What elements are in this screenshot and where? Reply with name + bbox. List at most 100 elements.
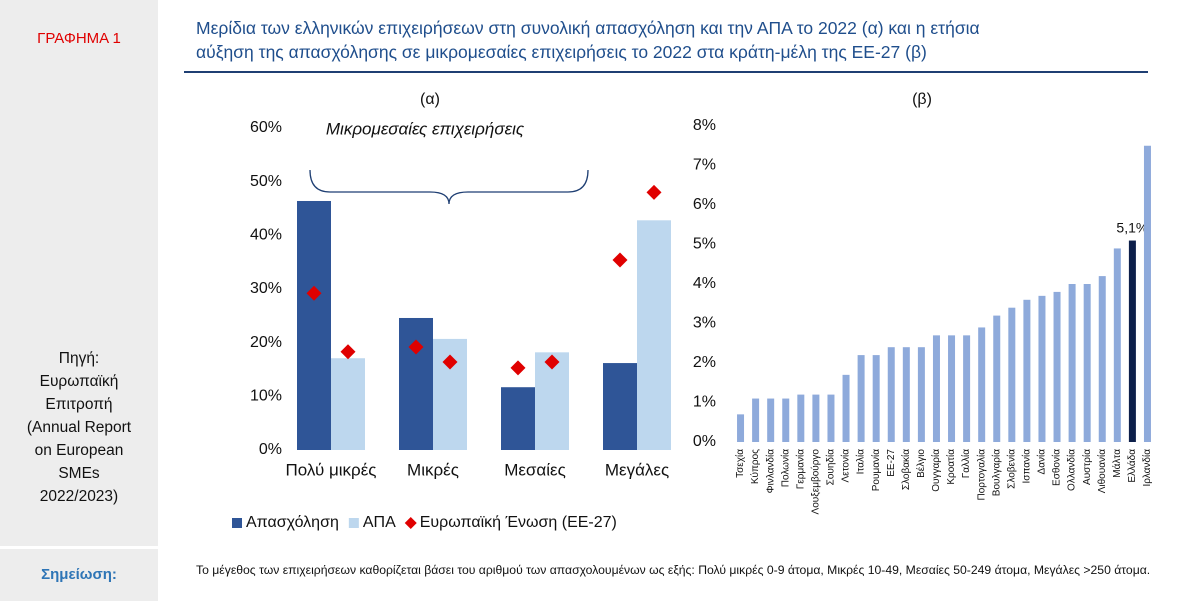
bar	[782, 398, 790, 442]
y-tick-label: 30%	[250, 280, 282, 297]
annotation: Μικρομεσαίες επιχειρήσεις	[326, 119, 525, 138]
bar	[603, 363, 637, 450]
y-tick-label: 2%	[693, 354, 716, 371]
x-tick-label: Ισπανία	[1021, 449, 1033, 484]
x-tick-label: Πορτογαλία	[975, 449, 987, 501]
title: Μερίδια των ελληνικών επιχειρήσεων στη σ…	[196, 16, 980, 64]
bar	[1038, 295, 1046, 442]
y-tick-label: 5%	[693, 236, 716, 253]
y-tick-label: 0%	[259, 441, 282, 458]
bar	[827, 394, 835, 442]
x-tick-label: Μάλτα	[1111, 449, 1123, 478]
x-tick-label: Λιθουανία	[1096, 449, 1108, 493]
marker	[408, 339, 424, 355]
chart-title: (α)	[420, 91, 440, 108]
bar	[948, 335, 956, 442]
bar	[737, 414, 745, 442]
x-tick-label: Βέλγιο	[915, 449, 927, 478]
x-tick-label: ΕΕ-27	[886, 449, 897, 477]
x-tick-label: Μικρές	[407, 460, 459, 479]
figure-label: ΓΡΑΦΗΜΑ 1	[37, 30, 121, 47]
bar	[917, 347, 925, 442]
bar	[842, 374, 850, 442]
value-label: 5,1%	[1116, 219, 1148, 235]
title-line: Μερίδια των ελληνικών επιχειρήσεων στη σ…	[196, 18, 980, 38]
bar	[1143, 145, 1151, 442]
bar	[993, 315, 1001, 442]
bar	[1053, 291, 1061, 442]
bar	[1098, 276, 1106, 442]
x-tick-label: Ιταλία	[855, 449, 867, 475]
y-tick-label: 7%	[693, 157, 716, 174]
x-tick-label: Φινλανδία	[764, 449, 776, 494]
x-tick-label: Εσθονία	[1051, 449, 1063, 486]
title-rule	[184, 71, 1148, 73]
bar	[331, 358, 365, 450]
x-tick-label: Τσεχία	[734, 449, 746, 478]
chart-title: (β)	[912, 91, 932, 108]
legend-marker	[404, 517, 417, 529]
marker	[340, 344, 356, 360]
y-tick-label: 3%	[693, 315, 716, 332]
x-tick-label: Λετονία	[840, 449, 852, 483]
x-tick-label: Ελλάδα	[1126, 449, 1138, 483]
y-tick-label: 40%	[250, 227, 282, 244]
legend-label: Απασχόληση	[246, 514, 339, 531]
bar	[1068, 284, 1076, 442]
x-tick-label: Σλοβενία	[1005, 449, 1017, 489]
x-tick-label: Βουλγαρία	[990, 449, 1002, 496]
bar	[767, 398, 775, 442]
bar	[399, 317, 433, 450]
bar	[1113, 248, 1121, 442]
x-tick-label: Μεγάλες	[605, 460, 669, 479]
bar	[902, 347, 910, 442]
bar	[857, 355, 865, 442]
marker	[442, 354, 458, 370]
bar	[297, 200, 331, 450]
x-tick-label: Δανία	[1036, 449, 1048, 475]
marker	[544, 354, 560, 370]
legend-label: ΑΠΑ	[363, 514, 396, 531]
bar	[501, 387, 535, 450]
legend-swatch	[232, 518, 242, 528]
x-tick-label: Πολωνία	[779, 449, 791, 487]
bar	[797, 394, 805, 442]
legend-swatch	[348, 518, 359, 528]
marker	[510, 360, 526, 376]
y-tick-label: 4%	[693, 275, 716, 292]
x-tick-label: Ουγγαρία	[930, 449, 942, 492]
brace	[309, 169, 589, 205]
marker	[306, 285, 322, 301]
note: Το μέγεθος των επιχειρήσεων καθορίζεται …	[196, 563, 1151, 577]
x-tick-label: Αυστρία	[1081, 449, 1093, 485]
bar	[1023, 299, 1031, 442]
note-label: Σημείωση:	[41, 566, 117, 583]
y-tick-label: 60%	[250, 119, 282, 136]
x-tick-label: Λουξεμβούργο	[810, 449, 822, 515]
legend-label: Ευρωπαϊκή Ένωση (ΕΕ-27)	[420, 514, 617, 531]
bar	[978, 327, 986, 442]
bar	[812, 394, 820, 442]
note-bar	[0, 549, 158, 601]
x-tick-label: Μεσαίες	[504, 460, 566, 479]
marker	[612, 252, 628, 268]
bar	[1128, 240, 1136, 442]
sidebar	[0, 0, 158, 546]
x-tick-label: Πολύ μικρές	[285, 460, 376, 479]
y-tick-label: 8%	[693, 117, 716, 134]
x-tick-label: Ιρλανδία	[1141, 449, 1153, 487]
bar	[932, 335, 940, 442]
y-tick-label: 50%	[250, 173, 282, 190]
x-tick-label: Κροατία	[945, 449, 957, 485]
bar	[963, 335, 971, 442]
charts: (α) Μικρομεσαίες επιχειρήσεις 0% 10% 20% 30% 4…	[232, 91, 1153, 531]
y-tick-label: 6%	[693, 196, 716, 213]
x-tick-label: Γερμανία	[794, 449, 806, 489]
y-tick-label: 1%	[693, 394, 716, 411]
bar	[872, 355, 880, 442]
x-tick-label: Γαλλία	[960, 449, 972, 479]
y-tick-label: 20%	[250, 334, 282, 351]
bar	[752, 398, 760, 442]
x-tick-label: Σλοβακία	[900, 449, 912, 490]
